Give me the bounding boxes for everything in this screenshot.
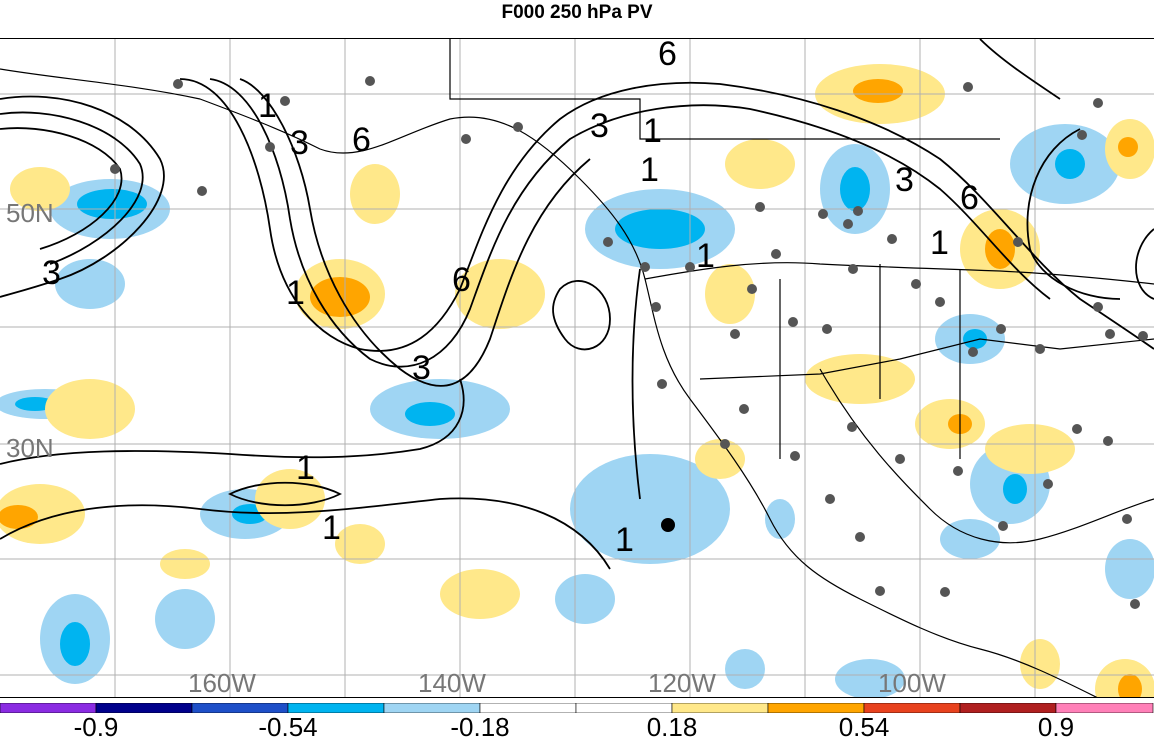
contour-label: 3 (412, 349, 431, 387)
contour-label: 3 (590, 107, 609, 145)
contour-label: 6 (658, 39, 677, 73)
marker-dot (661, 518, 675, 532)
contour-label: 3 (290, 124, 309, 162)
contour-label: 1 (930, 224, 949, 262)
contour-label: 1 (286, 274, 305, 312)
contour-label: 1 (615, 521, 634, 559)
lon-label-120w: 120W (648, 668, 716, 698)
contour-label: 6 (960, 179, 979, 217)
colorbar (0, 703, 1154, 713)
chart-title: F000 250 hPa PV (501, 2, 653, 23)
colorbar-tick-label: -0.54 (258, 712, 318, 742)
contour-label: 1 (640, 151, 659, 189)
contour-label: 3 (42, 254, 61, 292)
lon-label-140w: 140W (418, 668, 486, 698)
contour-label: 6 (452, 261, 471, 299)
contour-label: 1 (296, 449, 315, 487)
graticule (0, 39, 1154, 697)
lon-label-100w: 100W (878, 668, 946, 698)
colorbar-tick-label: -0.9 (73, 712, 119, 742)
map-svg: 1 3 6 1 3 6 3 1 1 6 3 1 6 1 1 1 3 1 50N … (0, 39, 1154, 698)
contour-label-group: 1 3 6 1 3 6 3 1 1 6 3 1 6 1 1 1 3 1 (42, 39, 979, 559)
lat-label-50n: 50N (6, 198, 54, 228)
lat-label-30n: 30N (6, 433, 54, 463)
contour-label: 1 (696, 237, 715, 275)
contour-label: 1 (322, 509, 341, 547)
contour-label: 1 (643, 112, 662, 150)
colorbar-labels: -0.9 -0.54 -0.18 0.18 0.54 0.9 (0, 712, 1154, 742)
station-dots (110, 76, 1148, 609)
colorbar-tick-label: 0.18 (646, 712, 698, 742)
contour-label: 1 (258, 87, 277, 125)
colorbar-tick-label: -0.18 (450, 712, 510, 742)
map-panel: 1 3 6 1 3 6 3 1 1 6 3 1 6 1 1 1 3 1 50N … (0, 38, 1154, 698)
colorbar-tick-label: 0.9 (1037, 712, 1075, 742)
lon-label-160w: 160W (188, 668, 256, 698)
contour-label: 6 (352, 121, 371, 159)
colorbar-segment (1055, 703, 1154, 713)
contour-label: 3 (895, 161, 914, 199)
colorbar-tick-label: 0.54 (838, 712, 890, 742)
